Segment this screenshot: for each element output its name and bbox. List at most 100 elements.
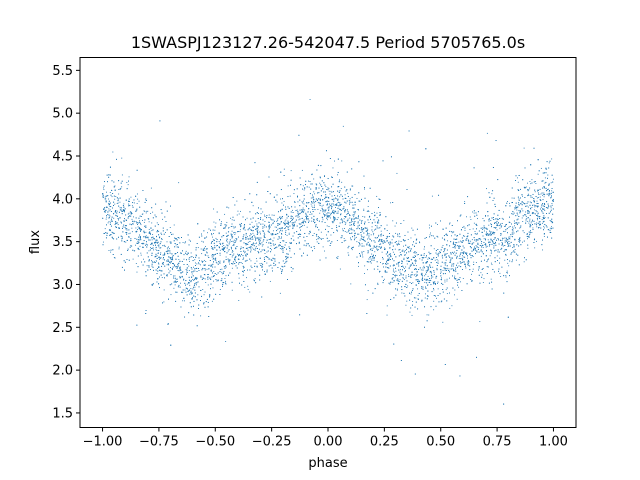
data-point — [525, 218, 527, 220]
data-point — [316, 218, 318, 220]
data-point — [225, 266, 227, 268]
data-point — [118, 193, 120, 195]
data-point — [212, 236, 213, 238]
data-point — [471, 242, 473, 244]
data-point — [518, 241, 520, 243]
data-point — [502, 239, 503, 241]
data-point — [203, 278, 205, 279]
data-point — [155, 248, 157, 250]
data-point — [302, 185, 304, 187]
data-point — [343, 227, 345, 229]
data-point — [185, 269, 187, 270]
data-point — [364, 265, 366, 267]
data-point — [417, 274, 419, 276]
data-point — [410, 293, 412, 295]
data-point — [433, 235, 434, 237]
data-point — [469, 229, 471, 231]
data-point — [136, 242, 138, 244]
data-point — [296, 209, 298, 211]
data-point — [194, 296, 196, 298]
data-point — [534, 206, 536, 208]
data-point — [184, 242, 186, 244]
data-point — [213, 254, 215, 256]
data-point — [444, 249, 445, 251]
data-point — [230, 246, 232, 248]
data-point — [298, 216, 300, 218]
data-point — [466, 283, 468, 285]
data-point — [249, 291, 251, 293]
data-point — [423, 254, 425, 256]
data-point — [450, 259, 452, 261]
data-point — [428, 257, 430, 259]
data-point — [121, 174, 123, 176]
data-point — [425, 270, 427, 272]
data-point — [127, 248, 129, 250]
data-point — [381, 276, 383, 278]
data-point — [351, 248, 353, 250]
data-point — [271, 234, 273, 236]
data-point — [303, 220, 305, 222]
data-point — [357, 225, 359, 227]
data-point — [502, 230, 504, 232]
data-point — [202, 241, 204, 243]
data-point — [104, 198, 106, 200]
data-point — [303, 189, 305, 191]
data-point — [408, 267, 410, 269]
data-point — [374, 224, 376, 226]
data-point — [525, 220, 527, 222]
data-point — [104, 232, 106, 234]
data-point — [205, 301, 207, 303]
data-point — [379, 238, 380, 240]
data-point — [541, 210, 543, 212]
data-point — [328, 215, 330, 217]
data-point — [536, 197, 538, 199]
data-point — [517, 230, 519, 232]
data-point — [143, 240, 145, 241]
data-point — [204, 265, 206, 266]
data-point — [509, 222, 511, 224]
data-point — [221, 280, 223, 282]
data-point — [379, 227, 381, 229]
data-point — [521, 241, 523, 243]
data-point — [551, 203, 553, 204]
data-point — [530, 195, 532, 196]
data-point — [498, 243, 500, 245]
data-point — [424, 281, 426, 283]
data-point — [420, 254, 422, 256]
data-point — [533, 198, 535, 200]
data-point — [508, 244, 509, 246]
data-point — [264, 273, 266, 275]
data-point — [316, 219, 318, 221]
data-point — [214, 245, 216, 247]
data-point — [330, 214, 332, 216]
data-point — [337, 217, 339, 219]
data-point — [392, 220, 394, 222]
data-point — [461, 241, 463, 243]
data-point — [386, 224, 388, 226]
data-point — [439, 269, 441, 271]
data-point — [117, 202, 119, 204]
data-point — [134, 250, 136, 252]
data-point — [280, 189, 282, 191]
data-point — [512, 236, 514, 238]
data-point — [548, 188, 549, 190]
data-point — [221, 273, 223, 275]
data-point — [210, 269, 212, 271]
data-point — [519, 240, 521, 242]
data-point — [281, 216, 283, 218]
data-point — [191, 273, 193, 275]
data-point — [484, 227, 485, 228]
data-point — [456, 257, 458, 258]
data-point — [255, 237, 257, 239]
data-point — [489, 243, 490, 245]
data-point — [285, 219, 287, 221]
data-point — [425, 293, 426, 295]
data-point — [251, 237, 253, 238]
data-point — [194, 270, 196, 272]
data-point — [477, 239, 479, 241]
data-point — [381, 251, 383, 253]
data-point — [310, 197, 312, 199]
data-point — [492, 241, 494, 243]
data-point — [135, 244, 136, 246]
data-point — [257, 229, 259, 231]
